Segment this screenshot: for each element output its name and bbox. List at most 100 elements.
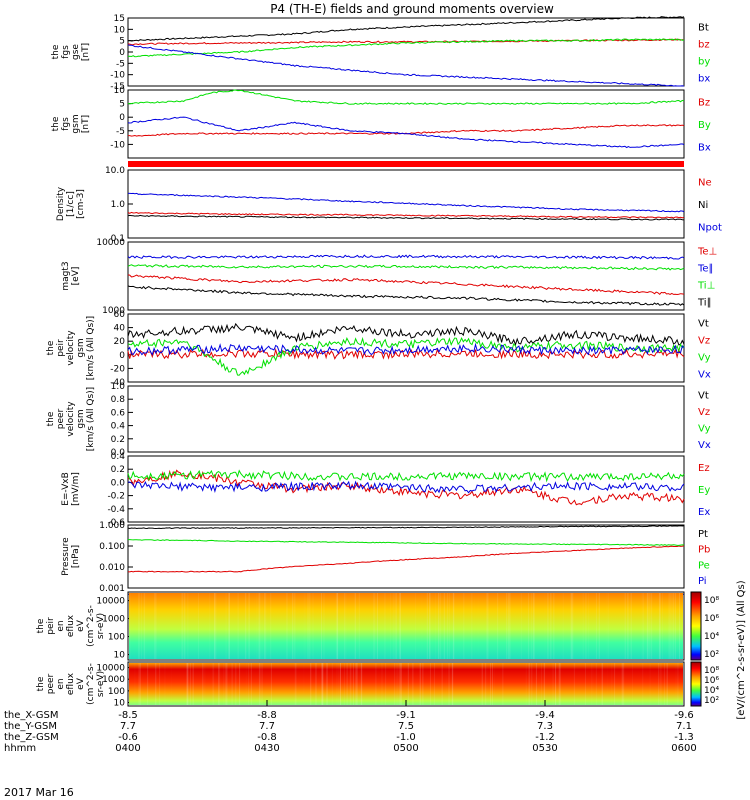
x-tick-label: 7.7 <box>120 721 136 732</box>
legend-Ey: Ey <box>698 485 710 496</box>
y-label-line: E=-VxB <box>61 472 71 506</box>
colorbar <box>690 591 702 661</box>
x-row-label: the_X-GSM <box>4 710 58 721</box>
y-label-line: (cm^2-s- <box>86 663 96 705</box>
y-axis-label: magt3 [eV] <box>61 261 81 290</box>
series-Ez-line <box>127 469 685 506</box>
y-label-line: [1/cc] <box>66 191 76 217</box>
x-tick-label: -9.4 <box>535 710 555 721</box>
y-tick-label: 0 <box>119 113 125 123</box>
legend-by: by <box>698 57 710 68</box>
colorbar-tick-label: 10⁶ <box>704 676 719 686</box>
legend-Te∥: Te∥ <box>697 264 714 275</box>
y-label-line: [nPa] <box>71 545 81 568</box>
x-tick-label: -1.2 <box>535 732 555 743</box>
colorbar <box>690 661 702 707</box>
series-Bx-line <box>127 116 685 149</box>
y-tick-label: 0.4 <box>111 452 126 462</box>
y-axis-label: the peer en eflux eV (cm^2-s-sr-eV) <box>36 663 106 705</box>
plot-title: P4 (TH-E) fields and ground moments over… <box>270 2 554 16</box>
y-label-line: the <box>46 340 56 355</box>
legend-Npot: Npot <box>698 223 722 234</box>
y-label-line: eV <box>76 677 86 690</box>
y-tick-label: 0.2 <box>111 435 125 445</box>
legend-Vy: Vy <box>698 353 711 364</box>
legend-Pt: Pt <box>698 529 708 540</box>
legend-bz: bz <box>698 40 710 51</box>
panel-efield: E=-VxB [mV/m] 0.4 0.2 0.0 -0.2 -0.4 -0.6 Ez Ey Ex <box>61 452 710 528</box>
y-axis-label: the peir en eflux eV (cm^2-s-sr-eV) <box>36 605 106 647</box>
y-tick-label: 20 <box>114 337 126 347</box>
series-Ni-line <box>127 214 685 221</box>
y-label-line: en <box>56 678 66 689</box>
y-tick-label: 0.001 <box>99 584 125 594</box>
y-label-line: [km/s (All Qs)] <box>86 387 96 451</box>
series-Vt-line <box>127 322 685 347</box>
series-Npot-line <box>127 192 685 213</box>
y-label-line: velocity <box>66 401 76 437</box>
x-tick-label: 0500 <box>393 743 418 754</box>
x-row-label: hhmm <box>4 743 36 754</box>
legend-Vy: Vy <box>698 423 711 434</box>
y-tick-label: 0.100 <box>99 542 125 552</box>
y-label-line: [km/s (All Qs)] <box>86 316 96 380</box>
y-label-line: [eV] <box>71 267 81 286</box>
y-tick-label: 1.0 <box>111 382 126 392</box>
series-Ti∥-line <box>127 285 685 306</box>
legend-bx: bx <box>698 74 710 85</box>
legend-Ez: Ez <box>698 463 710 474</box>
y-tick-label: 10000 <box>96 597 125 607</box>
x-tick-label: -9.1 <box>396 710 416 721</box>
legend-Ex: Ex <box>698 507 710 518</box>
y-label-line: velocity <box>66 330 76 366</box>
y-label-line: gsm <box>71 114 81 133</box>
legend-By: By <box>698 120 711 131</box>
y-tick-label: 0.2 <box>111 465 125 475</box>
series-Pb-line <box>127 545 685 573</box>
x-tick-label: 7.5 <box>398 721 414 732</box>
y-tick-label: -15 <box>110 82 125 92</box>
legend-Bz: Bz <box>698 97 710 108</box>
y-tick-label: 0.4 <box>111 422 126 432</box>
y-tick-label: -0.4 <box>107 505 125 515</box>
y-tick-label: 10.0 <box>105 166 125 176</box>
x-tick-label: -0.8 <box>257 732 277 743</box>
y-tick-label: 10000 <box>96 664 125 674</box>
y-tick-label: 0.010 <box>99 563 125 573</box>
spectrogram-image <box>129 593 683 659</box>
y-tick-label: 0 <box>119 351 125 361</box>
panel-frame <box>127 313 685 383</box>
y-label-line: the <box>51 44 61 59</box>
y-tick-label: -0.2 <box>107 492 125 502</box>
series-Pt-line <box>127 525 685 530</box>
x-tick-label: -1.0 <box>396 732 416 743</box>
y-label-line: the <box>36 676 46 691</box>
x-row-label: the_Z-GSM <box>4 732 59 743</box>
x-tick-label: -8.8 <box>257 710 277 721</box>
y-axis-label: the peer velocity gsm [km/s (All Qs)] <box>46 387 96 451</box>
y-label-line: [nT] <box>81 43 91 61</box>
colorbar-tick-label: 10⁸ <box>704 666 719 676</box>
y-tick-label: 10 <box>114 698 126 708</box>
y-label-line: eflux <box>66 672 76 695</box>
spectrogram-image <box>129 663 683 705</box>
legend-Vz: Vz <box>698 336 710 347</box>
x-tick-label: -9.6 <box>674 710 694 721</box>
y-tick-label: 10 <box>114 25 126 35</box>
y-tick-label: 1.0 <box>111 200 126 210</box>
legend-Ni: Ni <box>698 200 708 211</box>
colorbar-tick-label: 10⁴ <box>704 686 719 696</box>
x-tick-label: -8.5 <box>118 710 138 721</box>
x-row-label: the_Y-GSM <box>4 721 57 732</box>
legend-Bt: Bt <box>698 23 709 34</box>
panel-frame <box>127 241 685 311</box>
legend-Pb: Pb <box>698 545 710 556</box>
panel-peir-velocity: the peir velocity gsm [km/s (All Qs)] 60 40 20 0… <box>46 310 711 388</box>
x-tick-label: 7.1 <box>676 721 692 732</box>
x-tick-label: 7.3 <box>537 721 553 732</box>
date-label: 2017 Mar 16 <box>4 786 74 799</box>
y-label-line: peir <box>56 339 66 357</box>
colorbar-tick-label: 10⁸ <box>704 596 719 606</box>
